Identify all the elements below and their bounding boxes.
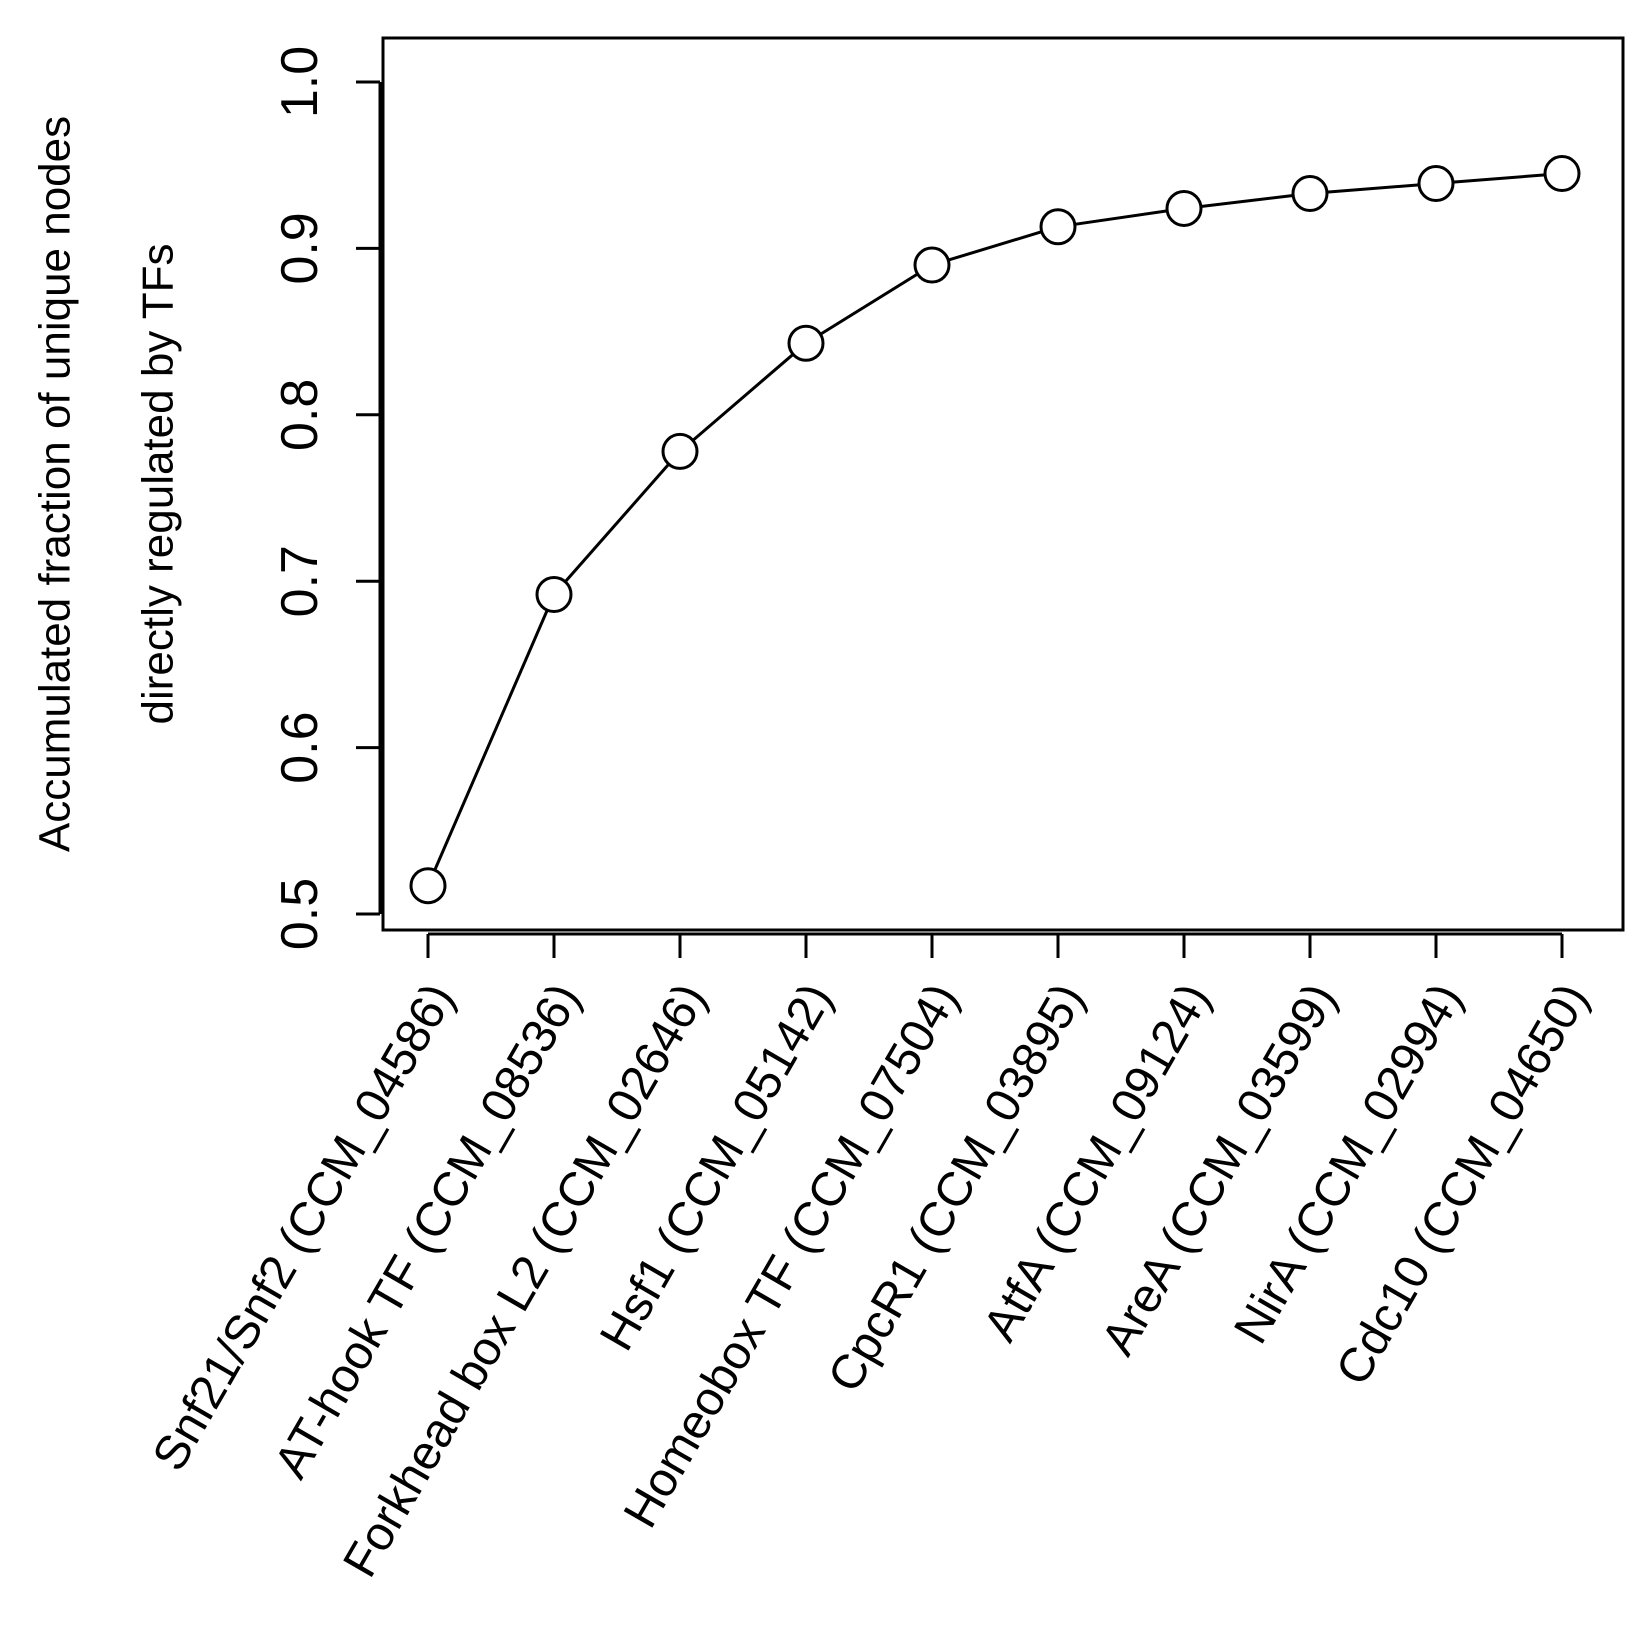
data-point — [1543, 155, 1581, 193]
series-line-segment — [1074, 209, 1168, 226]
x-axis: Snf21/Snf2 (CCM_04586)AT-hook TF (CCM_08… — [143, 932, 1599, 1586]
data-point — [661, 432, 699, 470]
y-axis: 0.5 0.6 0.7 0.8 0.9 1.0 — [271, 46, 382, 950]
plot-frame — [381, 36, 1625, 932]
x-tick-label: AreA (CCM_03599) — [1092, 975, 1347, 1364]
data-point — [1165, 189, 1203, 227]
series-line-segment — [691, 353, 795, 442]
data-point — [913, 246, 951, 284]
y-tick-label: 0.8 — [271, 379, 329, 451]
series-line-segment — [1326, 183, 1420, 194]
series-line-segment — [433, 609, 549, 871]
data-point — [1291, 174, 1329, 212]
series-line-segment — [1452, 173, 1546, 184]
series-line-segment — [1200, 194, 1294, 208]
data-point — [1039, 208, 1077, 246]
series-line-segment — [564, 463, 670, 583]
data-series — [409, 155, 1581, 905]
y-tick-label: 1.0 — [271, 46, 329, 118]
x-tick-label: NirA (CCM_02994) — [1224, 975, 1473, 1353]
y-axis-title-line: Accumulated fraction of unique nodes — [31, 116, 80, 852]
series-line-segment — [947, 230, 1043, 262]
y-tick-label: 0.7 — [271, 545, 329, 617]
y-tick-label: 0.6 — [271, 711, 329, 783]
y-axis-title-line: directly regulated by TFs — [134, 244, 183, 725]
x-tick-label: Hsf1 (CCM_05142) — [590, 975, 843, 1360]
y-tick-label: 0.9 — [271, 212, 329, 284]
series-line-segment — [819, 272, 919, 336]
data-point — [535, 576, 573, 614]
y-axis-title: Accumulated fraction of unique nodes dire… — [31, 116, 183, 852]
data-point — [1417, 165, 1455, 203]
y-tick-label: 0.5 — [271, 878, 329, 950]
data-point — [787, 324, 825, 362]
data-point — [409, 867, 447, 905]
x-tick-label: AtfA (CCM_09124) — [974, 975, 1221, 1350]
